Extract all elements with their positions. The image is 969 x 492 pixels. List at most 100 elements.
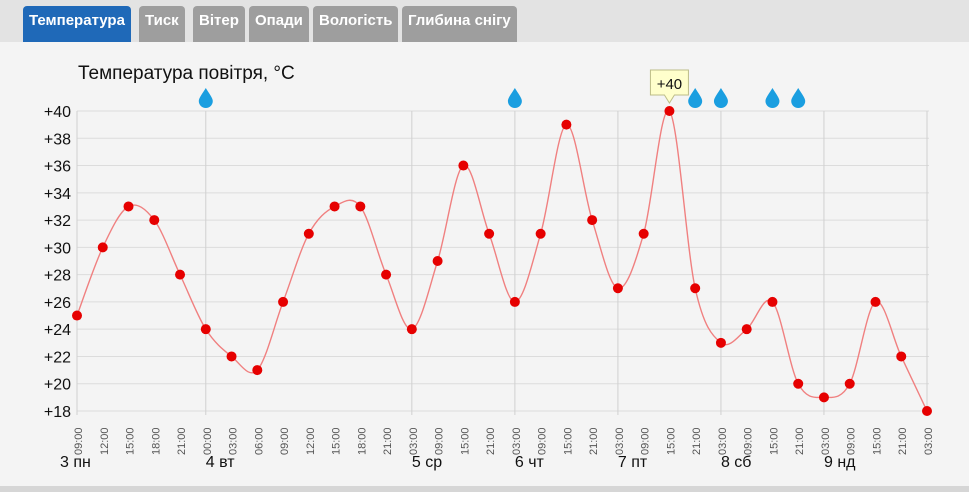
- data-point: [432, 256, 443, 266]
- data-point: [381, 269, 392, 280]
- x-tick-label: 03:00: [923, 427, 935, 455]
- x-tick-label: 21:00: [485, 427, 497, 455]
- y-tick-label: +20: [44, 377, 71, 394]
- data-point: [509, 296, 520, 307]
- y-tick-label: +24: [44, 322, 71, 339]
- data-point: [561, 119, 572, 130]
- x-tick-label: 09:00: [279, 427, 291, 455]
- data-point: [715, 337, 726, 348]
- data-point: [767, 296, 778, 307]
- data-point: [252, 365, 263, 376]
- tooltip-box: [649, 69, 689, 104]
- data-point: [896, 351, 907, 362]
- y-tick-label: +28: [44, 268, 71, 285]
- data-point: [149, 215, 160, 226]
- tab-pressure[interactable]: Тиск: [139, 6, 185, 42]
- chart-title: Температура повітря, °C: [78, 63, 295, 84]
- x-tick-label: 09:00: [73, 427, 85, 455]
- x-tick-label: 03:00: [408, 427, 420, 455]
- x-tick-label: 15:00: [768, 427, 780, 455]
- tab-temperature[interactable]: Температура: [23, 6, 131, 42]
- tab-humidity[interactable]: Вологість: [313, 6, 399, 42]
- day-label: 8 сб: [721, 454, 752, 471]
- data-point: [329, 201, 340, 212]
- y-tick-label: +22: [44, 349, 71, 366]
- x-tick-label: 09:00: [846, 427, 858, 455]
- x-tick-label: 18:00: [356, 427, 368, 455]
- x-tick-label: 03:00: [717, 427, 729, 455]
- data-point: [741, 324, 752, 335]
- rain-drop-icon: [198, 88, 213, 108]
- y-tick-label: +40: [44, 104, 71, 121]
- rain-drop-icon: [688, 88, 703, 108]
- data-point: [278, 296, 289, 307]
- x-tick-label: 21:00: [176, 427, 188, 455]
- x-tick-label: 21:00: [691, 427, 703, 455]
- x-tick-label: 09:00: [434, 427, 446, 455]
- x-tick-label: 09:00: [743, 427, 755, 455]
- tab-wind[interactable]: Вітер: [193, 6, 245, 42]
- data-point: [870, 296, 881, 307]
- day-label: 6 чт: [515, 454, 545, 471]
- tooltip-value: +40: [657, 76, 682, 93]
- x-tick-label: 06:00: [253, 427, 265, 455]
- x-tick-label: 15:00: [665, 427, 677, 455]
- data-point: [406, 324, 417, 335]
- data-point: [690, 283, 701, 294]
- data-point: [97, 242, 108, 253]
- data-point: [458, 160, 469, 171]
- day-label: 3 пн: [60, 454, 91, 471]
- data-point: [535, 228, 546, 239]
- data-point: [200, 324, 211, 335]
- day-label: 4 вт: [206, 454, 235, 471]
- x-tick-label: 03:00: [820, 427, 832, 455]
- data-point: [72, 310, 82, 321]
- x-tick-label: 15:00: [125, 427, 137, 455]
- x-tick-label: 21:00: [382, 427, 394, 455]
- data-point: [587, 215, 598, 226]
- temperature-line: [76, 110, 928, 412]
- x-tick-label: 03:00: [228, 427, 240, 455]
- tab-precipitation[interactable]: Опади: [249, 6, 309, 42]
- data-point: [355, 201, 366, 212]
- data-point: [793, 378, 804, 389]
- data-point: [638, 228, 649, 239]
- x-tick-label: 21:00: [897, 427, 909, 455]
- data-point: [226, 351, 237, 362]
- data-point: [818, 392, 829, 403]
- x-tick-label: 03:00: [511, 427, 523, 455]
- y-tick-label: +18: [44, 404, 71, 421]
- x-tick-label: 21:00: [794, 427, 806, 455]
- y-tick-label: +30: [44, 240, 71, 257]
- y-tick-label: +36: [44, 159, 71, 176]
- x-tick-label: 00:00: [202, 427, 214, 455]
- x-tick-label: 09:00: [640, 427, 652, 455]
- x-tick-label: 03:00: [614, 427, 626, 455]
- x-tick-label: 15:00: [459, 427, 471, 455]
- rain-drop-icon: [713, 88, 728, 108]
- rain-drop-icon: [791, 88, 806, 108]
- x-tick-label: 12:00: [99, 427, 111, 455]
- x-tick-label: 15:00: [562, 427, 574, 455]
- day-label: 5 ср: [412, 454, 442, 471]
- day-label: 7 пт: [618, 454, 648, 471]
- y-tick-label: +32: [44, 213, 71, 230]
- day-label: 9 нд: [824, 454, 856, 471]
- tab-snow-depth[interactable]: Глибина снігу: [402, 6, 517, 42]
- data-point: [844, 378, 855, 389]
- data-point: [922, 406, 932, 416]
- y-tick-label: +38: [44, 131, 71, 148]
- rain-drop-icon: [765, 88, 780, 108]
- x-tick-label: 21:00: [588, 427, 600, 455]
- x-tick-label: 12:00: [305, 427, 317, 455]
- y-tick-label: +26: [44, 295, 71, 312]
- data-point: [175, 269, 186, 280]
- rain-drop-icon: [507, 88, 522, 108]
- data-point: [612, 283, 623, 294]
- x-tick-label: 15:00: [331, 427, 343, 455]
- data-point: [303, 228, 314, 239]
- data-point: [664, 106, 675, 116]
- bottom-strip: [0, 486, 969, 492]
- x-tick-label: 18:00: [150, 427, 162, 455]
